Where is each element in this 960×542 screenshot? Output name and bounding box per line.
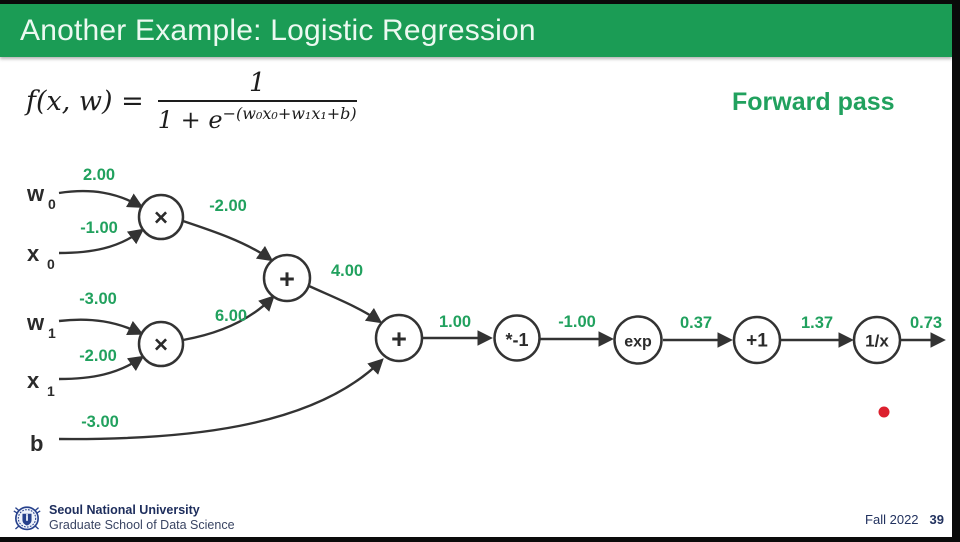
- node-exp-circle: [613, 315, 663, 365]
- footer-branding: Seoul National University Graduate Schoo…: [12, 501, 235, 534]
- node-add2-circle: [374, 313, 424, 363]
- value-exp-out: 0.37: [680, 314, 712, 332]
- edge-mul1-to-add1: [182, 219, 274, 262]
- node-add2-op: +: [391, 324, 407, 354]
- formula-numerator: 1: [248, 68, 266, 98]
- node-plus1-op: +1: [746, 331, 768, 352]
- input-sub-x1: 1: [47, 383, 55, 399]
- denominator-exponent: −(w₀x₀+w₁x₁+b): [222, 104, 357, 123]
- node-add1-circle: [262, 253, 312, 303]
- value-x0: -1.00: [80, 219, 118, 237]
- value-add1-out: 4.00: [331, 262, 363, 280]
- footer-text-block: Seoul National University Graduate Schoo…: [49, 503, 235, 533]
- node-exp-op: exp: [624, 334, 652, 351]
- value-add2-out: 1.00: [439, 313, 471, 331]
- value-inv-out: 0.73: [910, 314, 942, 332]
- input-label-x0: x: [27, 241, 40, 266]
- forward-pass-label: Forward pass: [732, 88, 895, 116]
- slide-title-bar: Another Example: Logistic Regression: [0, 4, 952, 57]
- edge-mul2-to-add1: [182, 295, 275, 342]
- edge-add1-to-add2: [308, 284, 383, 324]
- value-x1: -2.00: [79, 347, 117, 365]
- input-sub-w0: 0: [48, 196, 56, 212]
- formula-denominator: 1 + e−(w₀x₀+w₁x₁+b): [158, 102, 357, 133]
- input-sub-w1: 1: [48, 325, 56, 341]
- value-b: -3.00: [81, 413, 119, 431]
- input-label-b: b: [30, 431, 43, 456]
- node-reciprocal-op: 1/x: [865, 332, 889, 351]
- laser-pointer-dot: [878, 406, 890, 418]
- snu-logo-icon: [13, 506, 41, 531]
- input-label-x1: x: [27, 368, 40, 393]
- letterbox-bottom: [0, 537, 960, 542]
- value-neg-out: -1.00: [558, 313, 596, 331]
- edge-x0-to-mul1: [58, 228, 145, 255]
- formula-lhs: f(x, w) =: [26, 86, 144, 118]
- edge-b-to-add2: [58, 358, 384, 441]
- node-mul2-circle: [137, 320, 185, 368]
- page-title: Another Example: Logistic Regression: [20, 13, 536, 47]
- input-sub-x0: 0: [47, 256, 55, 272]
- denominator-base: 1 + e: [157, 106, 223, 134]
- footer-department: Graduate School of Data Science: [49, 517, 235, 532]
- footer-meta: Fall 2022 39: [865, 512, 944, 527]
- node-neg1-circle: [493, 314, 541, 362]
- node-mul1-op: ×: [154, 205, 168, 232]
- node-neg1-op: *-1: [505, 330, 528, 350]
- node-add1-op: +: [279, 264, 295, 294]
- logistic-regression-formula: f(x, w) = 1 1 + e−(w₀x₀+w₁x₁+b): [26, 70, 357, 133]
- node-reciprocal-circle: [852, 315, 902, 365]
- node-mul2-op: ×: [154, 332, 168, 359]
- footer-organization: Seoul National University: [49, 502, 200, 517]
- formula-fraction: 1 1 + e−(w₀x₀+w₁x₁+b): [157, 68, 357, 133]
- value-w1: -3.00: [79, 290, 117, 308]
- value-plus1-out: 1.37: [801, 314, 833, 332]
- value-w0: 2.00: [83, 166, 115, 184]
- edge-x1-to-mul2: [58, 355, 145, 381]
- input-label-w0: w: [26, 181, 45, 206]
- edge-w1-to-mul2: [58, 318, 144, 335]
- node-mul1-circle: [137, 193, 185, 241]
- fraction-bar: [157, 100, 357, 102]
- letterbox-top: [0, 0, 960, 4]
- footer-term: Fall 2022: [865, 512, 919, 527]
- edge-w0-to-mul1: [58, 189, 144, 208]
- letterbox-right: [952, 0, 960, 542]
- value-mul2-out: 6.00: [215, 307, 247, 325]
- footer-page-number: 39: [929, 512, 944, 527]
- input-label-w1: w: [26, 310, 45, 335]
- value-mul1-out: -2.00: [209, 197, 247, 215]
- node-plus1-circle: [732, 315, 782, 365]
